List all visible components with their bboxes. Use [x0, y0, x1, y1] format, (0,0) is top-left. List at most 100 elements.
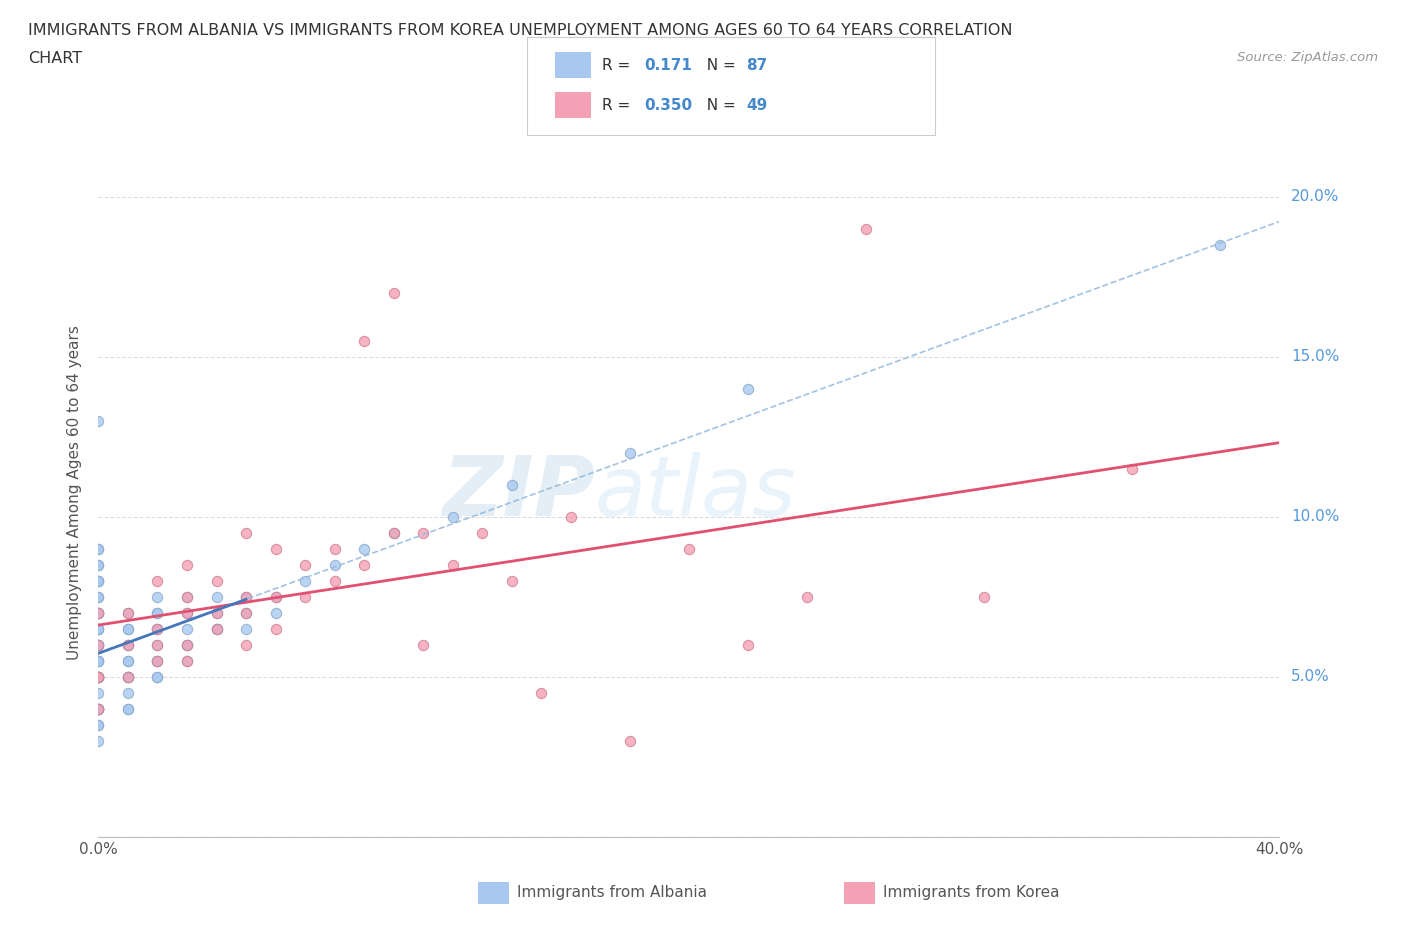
- Point: [382, 286, 405, 300]
- Point: [176, 637, 198, 652]
- Point: [412, 525, 434, 540]
- Text: 10.0%: 10.0%: [1291, 510, 1340, 525]
- Point: [323, 557, 346, 572]
- Point: [87, 670, 110, 684]
- Point: [796, 590, 818, 604]
- Point: [176, 590, 198, 604]
- Point: [146, 605, 169, 620]
- Point: [87, 557, 110, 572]
- Point: [176, 621, 198, 636]
- Point: [353, 541, 375, 556]
- Point: [146, 621, 169, 636]
- Point: [855, 221, 877, 236]
- Text: atlas: atlas: [595, 452, 796, 534]
- Point: [323, 541, 346, 556]
- Point: [146, 654, 169, 669]
- Point: [205, 621, 228, 636]
- Point: [87, 605, 110, 620]
- Point: [87, 621, 110, 636]
- Point: [294, 557, 316, 572]
- Point: [176, 605, 198, 620]
- Point: [146, 637, 169, 652]
- Point: [737, 381, 759, 396]
- Point: [87, 701, 110, 716]
- Point: [87, 541, 110, 556]
- Point: [146, 590, 169, 604]
- Point: [235, 605, 257, 620]
- Point: [353, 334, 375, 349]
- Point: [87, 701, 110, 716]
- Point: [117, 605, 139, 620]
- Point: [412, 637, 434, 652]
- Text: N =: N =: [697, 98, 741, 113]
- Point: [235, 621, 257, 636]
- Point: [87, 637, 110, 652]
- Point: [530, 685, 553, 700]
- Point: [264, 541, 287, 556]
- Point: [176, 590, 198, 604]
- Point: [117, 670, 139, 684]
- Point: [117, 637, 139, 652]
- Point: [235, 590, 257, 604]
- Point: [146, 574, 169, 589]
- Point: [678, 541, 700, 556]
- Point: [264, 605, 287, 620]
- Point: [294, 590, 316, 604]
- Point: [176, 605, 198, 620]
- Point: [117, 685, 139, 700]
- Point: [87, 637, 110, 652]
- Point: [501, 574, 523, 589]
- Point: [205, 621, 228, 636]
- Point: [146, 670, 169, 684]
- Point: [176, 637, 198, 652]
- Point: [235, 525, 257, 540]
- Point: [146, 605, 169, 620]
- Point: [87, 605, 110, 620]
- Point: [117, 670, 139, 684]
- Point: [1121, 461, 1143, 476]
- Point: [501, 477, 523, 492]
- Point: [87, 605, 110, 620]
- Point: [146, 637, 169, 652]
- Point: [353, 557, 375, 572]
- Point: [87, 557, 110, 572]
- Point: [87, 637, 110, 652]
- Point: [294, 574, 316, 589]
- Point: [87, 414, 110, 429]
- Text: R =: R =: [602, 58, 636, 73]
- Text: ZIP: ZIP: [441, 452, 595, 534]
- Text: IMMIGRANTS FROM ALBANIA VS IMMIGRANTS FROM KOREA UNEMPLOYMENT AMONG AGES 60 TO 6: IMMIGRANTS FROM ALBANIA VS IMMIGRANTS FR…: [28, 23, 1012, 38]
- Point: [87, 718, 110, 733]
- Point: [117, 670, 139, 684]
- Point: [205, 605, 228, 620]
- Point: [87, 605, 110, 620]
- Point: [146, 621, 169, 636]
- Point: [117, 621, 139, 636]
- Point: [205, 574, 228, 589]
- Text: Source: ZipAtlas.com: Source: ZipAtlas.com: [1237, 51, 1378, 64]
- Point: [619, 734, 641, 749]
- Point: [235, 590, 257, 604]
- Text: Immigrants from Albania: Immigrants from Albania: [517, 885, 707, 900]
- Point: [176, 637, 198, 652]
- Point: [87, 574, 110, 589]
- Point: [87, 654, 110, 669]
- Point: [117, 605, 139, 620]
- Text: 20.0%: 20.0%: [1291, 190, 1340, 205]
- Point: [235, 637, 257, 652]
- Point: [87, 605, 110, 620]
- Point: [87, 701, 110, 716]
- Point: [146, 654, 169, 669]
- Point: [87, 654, 110, 669]
- Point: [264, 590, 287, 604]
- Point: [87, 670, 110, 684]
- Point: [146, 654, 169, 669]
- Point: [382, 525, 405, 540]
- Point: [471, 525, 494, 540]
- Point: [264, 621, 287, 636]
- Point: [235, 605, 257, 620]
- Point: [87, 637, 110, 652]
- Point: [87, 541, 110, 556]
- Point: [87, 701, 110, 716]
- Point: [117, 654, 139, 669]
